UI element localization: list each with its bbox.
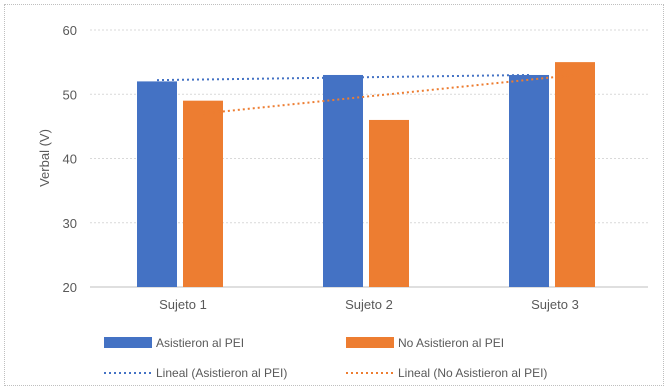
y-tick-label: 40: [63, 152, 77, 167]
x-axis-ticks: Sujeto 1 Sujeto 2 Sujeto 3: [159, 297, 579, 312]
y-axis-ticks: 20 30 40 50 60: [63, 23, 77, 295]
bar-no-asistieron: [369, 119, 409, 287]
bar-asistieron: [137, 81, 177, 288]
trendline-no-asistieron: [202, 73, 576, 115]
y-tick-label: 50: [63, 87, 77, 102]
y-tick-label: 20: [63, 280, 77, 295]
trendlines: [156, 73, 576, 115]
x-tick-label: Sujeto 3: [531, 297, 579, 312]
legend-label: Lineal (Asistieron al PEI): [156, 366, 287, 380]
bar-asistieron: [323, 74, 363, 287]
bars: [137, 62, 595, 288]
x-tick-label: Sujeto 2: [345, 297, 393, 312]
legend-item: No Asistieron al PEI: [346, 336, 504, 350]
legend-label: No Asistieron al PEI: [398, 336, 504, 350]
legend-item: Asistieron al PEI: [104, 336, 244, 350]
y-axis-title: Verbal (V): [37, 129, 52, 187]
bar-no-asistieron: [183, 100, 223, 287]
y-tick-label: 30: [63, 216, 77, 231]
legend: Asistieron al PEI No Asistieron al PEI Lin…: [104, 336, 547, 380]
x-tick-label: Sujeto 1: [159, 297, 207, 312]
chart-frame: [4, 4, 664, 386]
trendline-asistieron: [156, 73, 530, 82]
legend-label: Asistieron al PEI: [156, 336, 244, 350]
y-tick-label: 60: [63, 23, 77, 38]
legend-item: Lineal (Asistieron al PEI): [104, 366, 287, 380]
bar-no-asistieron: [555, 62, 595, 287]
legend-item: Lineal (No Asistieron al PEI): [346, 366, 547, 380]
legend-swatch: [346, 337, 394, 348]
legend-label: Lineal (No Asistieron al PEI): [398, 366, 547, 380]
bar-asistieron: [509, 74, 549, 287]
legend-swatch: [104, 337, 152, 348]
